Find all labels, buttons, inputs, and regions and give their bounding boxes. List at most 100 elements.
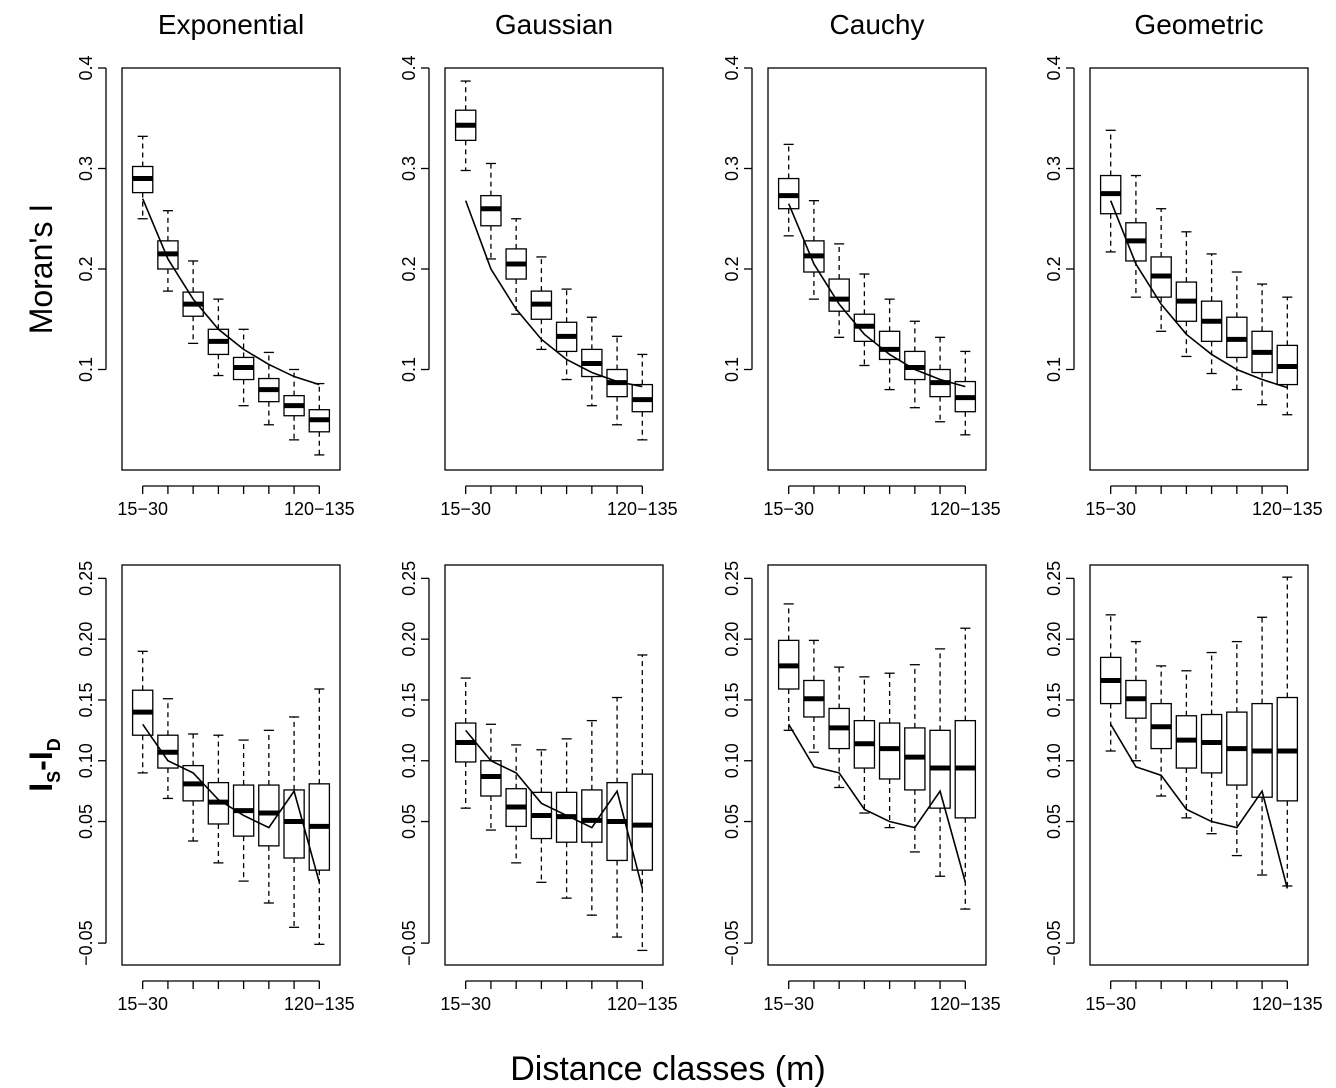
x-tick-label: 120−135: [607, 499, 678, 519]
box: [1125, 174, 1147, 298]
y-axis-title-part: -I: [23, 751, 59, 771]
y-tick-label: 0.15: [76, 682, 96, 717]
expected-line: [788, 723, 967, 883]
x-tick-label: 15−30: [117, 994, 168, 1014]
box: [1150, 665, 1172, 797]
box: [878, 298, 901, 391]
y-tick-label: 0.20: [1044, 622, 1064, 657]
box: [555, 738, 578, 899]
box: [581, 719, 603, 916]
y-tick-label: −0.05: [722, 920, 742, 966]
box: [232, 739, 255, 882]
box: [308, 688, 331, 945]
y-tick-label: 0.4: [76, 55, 96, 80]
box: [929, 336, 951, 423]
box: [232, 328, 255, 407]
y-tick-label: 0.2: [1044, 256, 1064, 281]
y-tick-label: 0.3: [1044, 156, 1064, 181]
box: [131, 650, 154, 774]
y-tick-label: 0.2: [722, 256, 742, 281]
box: [1150, 208, 1172, 332]
panel-title: Cauchy: [830, 9, 925, 40]
y-tick-label: 0.3: [722, 156, 742, 181]
x-tick-label: 120−135: [930, 499, 1001, 519]
y-axis-title-part: I: [23, 783, 59, 792]
box: [207, 734, 230, 864]
expected-line: [465, 729, 644, 889]
y-tick-label: 0.1: [399, 357, 419, 382]
box: [308, 382, 331, 456]
box: [853, 676, 876, 814]
box: [828, 666, 850, 789]
box: [258, 729, 280, 904]
box: [803, 200, 825, 300]
box: [1099, 614, 1122, 752]
box: [1251, 616, 1273, 876]
box: [454, 677, 477, 809]
box: [530, 256, 553, 351]
x-tick-label: 15−30: [440, 499, 491, 519]
box: [1125, 640, 1147, 762]
box: [1200, 253, 1223, 375]
box: [1251, 283, 1273, 406]
y-tick-label: 0.20: [76, 622, 96, 657]
box: [904, 320, 926, 409]
plot-frame: [121, 564, 341, 966]
box: [929, 648, 951, 877]
box: [1200, 651, 1223, 835]
box: [904, 664, 926, 853]
y-tick-label: 0.4: [1044, 55, 1064, 80]
y-tick-label: −0.05: [399, 920, 419, 966]
y-axis-title-part: S: [44, 771, 64, 783]
box: [207, 298, 230, 377]
box: [182, 260, 204, 345]
expected-line: [787, 203, 966, 388]
y-tick-label: 0.3: [76, 156, 96, 181]
y-tick-label: −0.05: [76, 920, 96, 966]
y-tick-label: 0.05: [76, 804, 96, 839]
box: [283, 716, 305, 928]
box: [157, 210, 179, 292]
y-tick-label: 0.3: [399, 156, 419, 181]
x-tick-label: 15−30: [1085, 499, 1136, 519]
x-axis-title: Distance classes (m): [510, 1050, 826, 1088]
box: [1276, 576, 1299, 887]
box: [828, 243, 850, 338]
x-tick-label: 120−135: [284, 499, 355, 519]
box-body: [828, 278, 850, 312]
y-axis-title: IS-ID: [23, 738, 64, 791]
y-axis-title-part: D: [44, 738, 64, 751]
y-tick-label: 0.25: [722, 561, 742, 596]
box: [131, 135, 154, 220]
plot-frame: [767, 67, 987, 471]
expected-line: [464, 200, 643, 388]
y-tick-label: 0.05: [1044, 804, 1064, 839]
box: [157, 698, 179, 800]
y-tick-label: 0.2: [76, 256, 96, 281]
y-tick-label: 0.4: [399, 55, 419, 80]
x-tick-label: 15−30: [763, 994, 814, 1014]
box: [505, 744, 527, 864]
x-tick-label: 15−30: [117, 499, 168, 519]
box: [777, 143, 800, 237]
y-tick-label: 0.20: [399, 622, 419, 657]
box: [1099, 129, 1122, 253]
box-body: [581, 789, 603, 843]
box: [777, 603, 800, 731]
box: [1226, 640, 1248, 857]
box: [878, 672, 901, 829]
panel-title: Gaussian: [495, 9, 613, 40]
y-tick-label: 0.25: [1044, 561, 1064, 596]
y-tick-label: 0.1: [1044, 357, 1064, 382]
box: [505, 218, 527, 315]
y-tick-label: 0.25: [399, 561, 419, 596]
box: [581, 316, 603, 407]
y-tick-label: 0.15: [1044, 682, 1064, 717]
box: [631, 654, 654, 952]
box: [530, 749, 553, 883]
plot-frame: [1089, 564, 1309, 966]
y-tick-label: 0.10: [399, 743, 419, 778]
box: [803, 639, 825, 753]
box: [258, 351, 280, 426]
